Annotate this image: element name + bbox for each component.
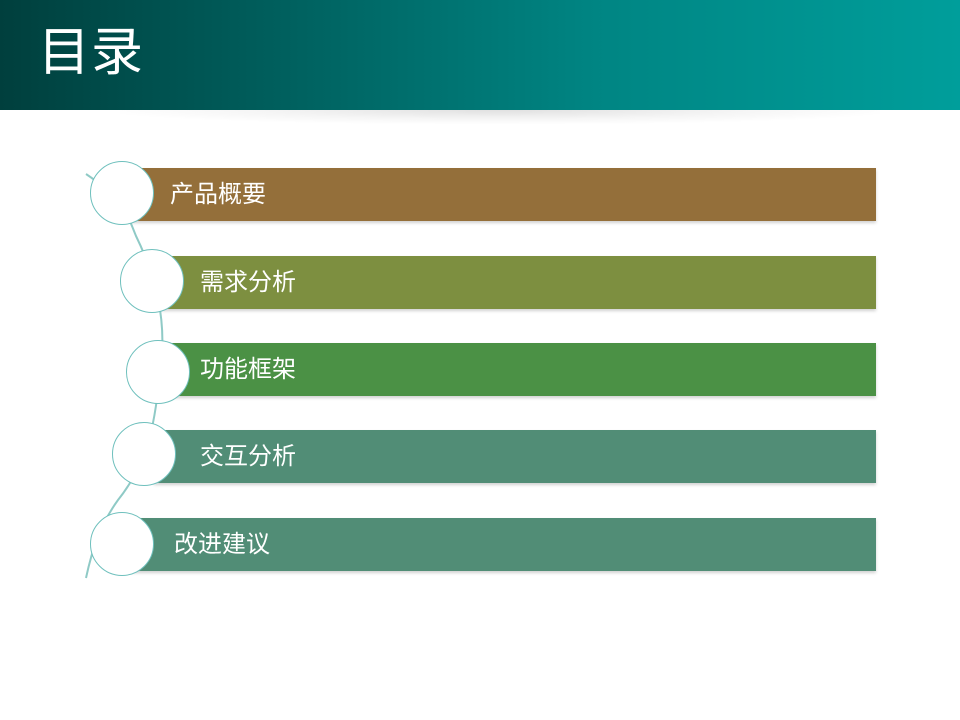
toc-item-4[interactable]: 交互分析: [154, 430, 876, 483]
toc-item-5[interactable]: 改进建议: [132, 518, 876, 571]
toc-item-2-bullet[interactable]: [120, 249, 184, 313]
toc-item-2[interactable]: 需求分析: [162, 256, 876, 309]
toc-item-3-label: 功能框架: [200, 355, 296, 383]
toc-item-3[interactable]: 功能框架: [168, 343, 876, 396]
toc-item-1-bullet[interactable]: [90, 161, 154, 225]
toc-item-2-label: 需求分析: [200, 268, 296, 296]
toc-item-4-bullet[interactable]: [112, 422, 176, 486]
toc-item-1[interactable]: 产品概要: [132, 168, 876, 221]
toc-item-5-bullet[interactable]: [90, 512, 154, 576]
toc-item-1-label: 产品概要: [170, 180, 266, 208]
toc-item-5-label: 改进建议: [174, 530, 270, 558]
title-bar-shadow: [120, 110, 880, 124]
slide-title: 目录: [38, 23, 145, 83]
toc-item-4-label: 交互分析: [200, 442, 296, 470]
toc-item-3-bullet[interactable]: [126, 340, 190, 404]
title-bar: 目录: [0, 0, 960, 110]
